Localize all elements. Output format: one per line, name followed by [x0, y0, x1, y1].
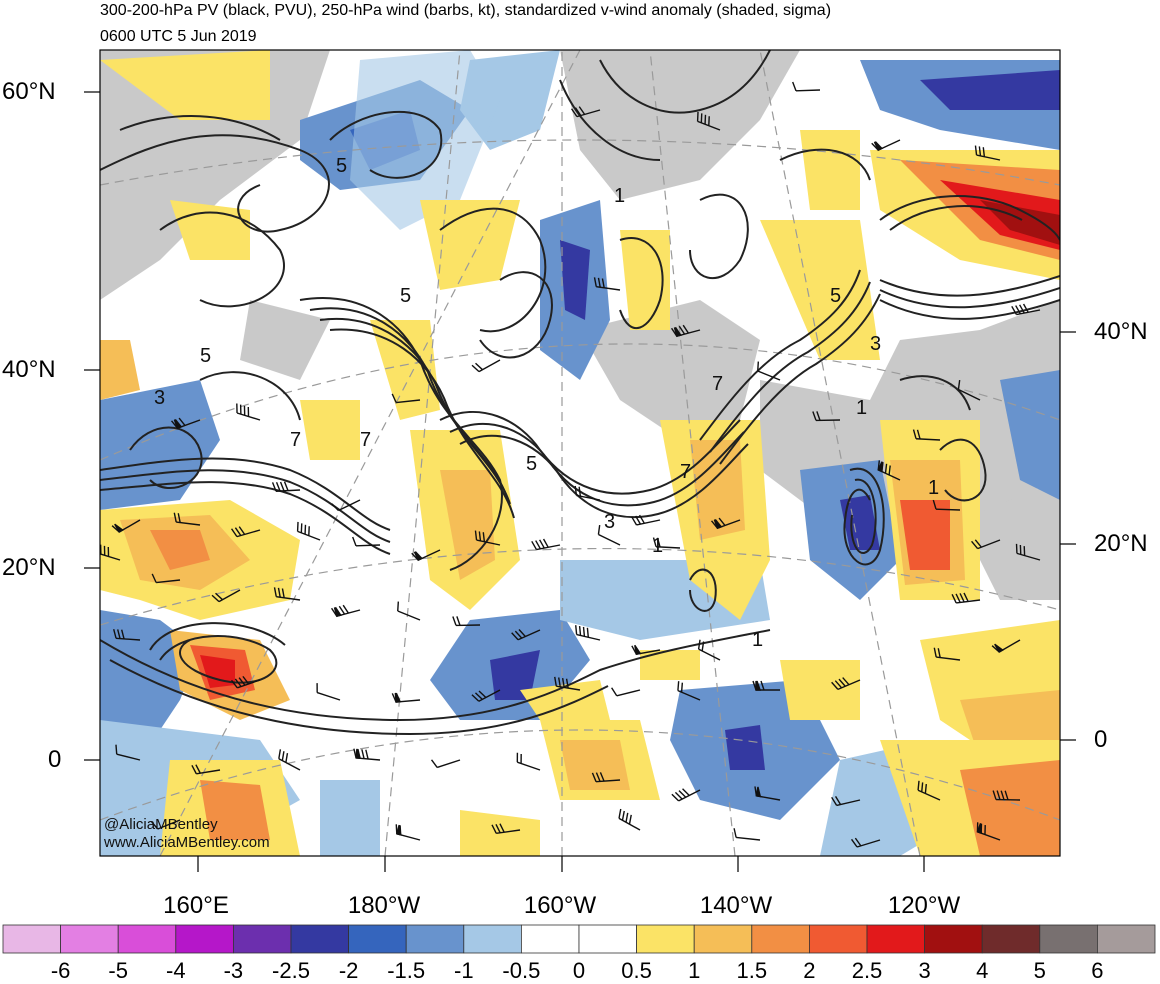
colorbar-tick-label: 6 — [1072, 958, 1122, 984]
colorbar-tick-label: 0.5 — [612, 958, 662, 984]
lat-label-equator-right: 0 — [1094, 726, 1107, 754]
colorbar-tick-label: 2 — [784, 958, 834, 984]
colorbar-swatch — [291, 925, 349, 953]
lon-label-120w: 120°W — [864, 892, 984, 920]
colorbar-swatch — [118, 925, 176, 953]
colorbar-swatch — [3, 925, 61, 953]
contour-label: 1 — [856, 397, 867, 419]
colorbar-swatch — [579, 925, 637, 953]
colorbar-swatch — [1097, 925, 1155, 953]
colorbar-swatch — [637, 925, 695, 953]
contour-label: 7 — [360, 429, 371, 451]
colorbar-swatch — [521, 925, 579, 953]
colorbar-tick-label: 4 — [957, 958, 1007, 984]
contour-label: 5 — [830, 285, 841, 307]
contour-label: 7 — [290, 429, 301, 451]
credit-website: www.AliciaMBentley.com — [104, 834, 270, 851]
colorbar-swatch — [349, 925, 407, 953]
contour-label: 3 — [154, 387, 165, 409]
colorbar-tick-label: -1 — [439, 958, 489, 984]
colorbar-swatch — [867, 925, 925, 953]
contour-label: 1 — [928, 477, 939, 499]
colorbar-tick-label: -6 — [36, 958, 86, 984]
colorbar-swatch — [694, 925, 752, 953]
lon-label-140w: 140°W — [676, 892, 796, 920]
colorbar-tick-label: 0 — [554, 958, 604, 984]
contour-label: 1 — [752, 629, 763, 651]
colorbar-swatch — [406, 925, 464, 953]
lon-label-160e: 160°E — [136, 892, 256, 920]
colorbar-tick-label: -2 — [324, 958, 374, 984]
colorbar-tick-label: -2.5 — [266, 958, 316, 984]
lat-label-40n-right: 40°N — [1094, 318, 1148, 346]
contour-label: 1 — [614, 185, 625, 207]
lat-label-20n-right: 20°N — [1094, 530, 1148, 558]
colorbar-tick-label: 1 — [669, 958, 719, 984]
contour-label: 7 — [680, 461, 691, 483]
colorbar-tick-label: -4 — [151, 958, 201, 984]
lon-label-180w: 180°W — [324, 892, 444, 920]
colorbar-swatch — [809, 925, 867, 953]
lat-label-40n: 40°N — [2, 356, 56, 384]
colorbar-tick-label: -0.5 — [496, 958, 546, 984]
map-panel: 5 5 5 3 7 7 5 3 1 7 1 5 3 1 7 1 1 — [94, 50, 1060, 856]
contour-label: 3 — [870, 333, 881, 355]
colorbar-tick-label: 5 — [1015, 958, 1065, 984]
colorbar-tick-label: -3 — [208, 958, 258, 984]
contour-label: 5 — [400, 285, 411, 307]
colorbar-swatch — [233, 925, 291, 953]
lat-label-equator: 0 — [48, 746, 61, 774]
contour-label: 5 — [200, 345, 211, 367]
credit-twitter: @AliciaMBentley — [104, 816, 218, 833]
colorbar-swatch — [464, 925, 522, 953]
colorbar-swatch — [1040, 925, 1098, 953]
colorbar-swatch — [982, 925, 1040, 953]
lat-label-20n: 20°N — [2, 554, 56, 582]
colorbar-swatch — [925, 925, 983, 953]
colorbar-tick-label: 1.5 — [727, 958, 777, 984]
colorbar-tick-label: -5 — [93, 958, 143, 984]
colorbar-swatch — [176, 925, 234, 953]
colorbar-tick-label: 2.5 — [842, 958, 892, 984]
colorbar-swatch — [752, 925, 810, 953]
colorbar-tick-label: 3 — [900, 958, 950, 984]
lat-label-60n: 60°N — [2, 78, 56, 106]
lon-label-160w: 160°W — [500, 892, 620, 920]
contour-label: 7 — [712, 373, 723, 395]
colorbar-tick-label: -1.5 — [381, 958, 431, 984]
colorbar-swatch — [61, 925, 119, 953]
contour-label: 3 — [604, 511, 615, 533]
contour-label: 5 — [526, 453, 537, 475]
contour-label: 5 — [336, 155, 347, 177]
colorbar — [3, 925, 1155, 953]
